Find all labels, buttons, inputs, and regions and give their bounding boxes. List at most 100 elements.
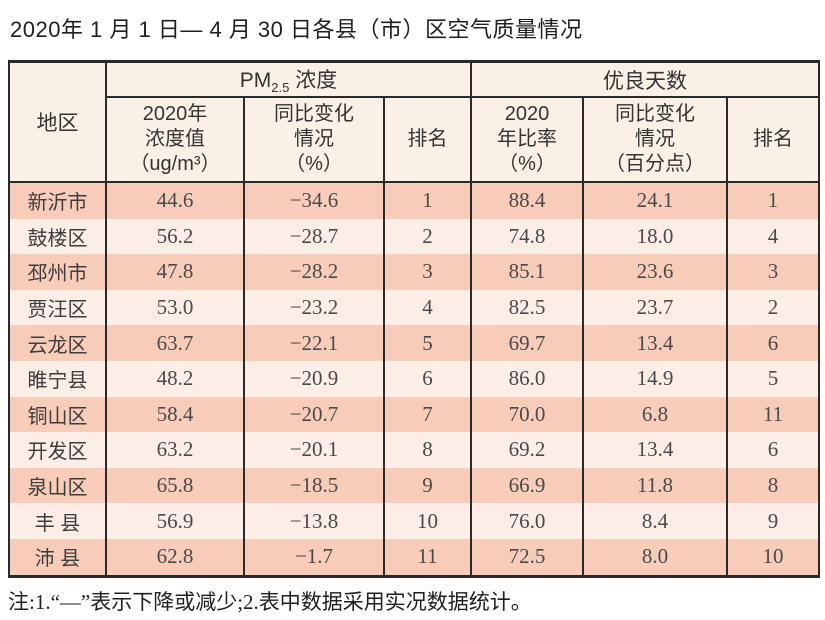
header-pm-rank: 排名 — [383, 97, 472, 183]
good-change-cell: 13.4 — [582, 432, 728, 468]
region-cell: 贾汪区 — [8, 289, 107, 326]
good-rank-cell: 3 — [725, 254, 821, 290]
pm-change-cell: −20.1 — [243, 432, 385, 468]
table-row: 泉山区 65.8 −18.5 9 66.9 11.8 8 — [8, 467, 821, 504]
header-good-days-group: 优良天数 — [469, 61, 821, 98]
good-rank-cell: 11 — [725, 396, 821, 433]
region-cell: 开发区 — [8, 432, 107, 468]
good-change-cell: 24.1 — [582, 182, 728, 219]
header-pm-value: 2020年 浓度值 （ug/m³） — [105, 97, 245, 183]
table-row: 新沂市 44.6 −34.6 1 88.4 24.1 1 — [8, 182, 821, 219]
pm-rank-cell: 9 — [383, 467, 472, 504]
pm-value-cell: 56.9 — [105, 503, 245, 539]
pm-value-cell: 58.4 — [105, 396, 245, 433]
pm-rank-cell: 3 — [383, 254, 472, 290]
pm-value-cell: 53.0 — [105, 289, 245, 326]
header-pm-group: PM2.5 浓度 — [105, 61, 472, 98]
pm-label-subscript: 2.5 — [271, 80, 290, 96]
pm-rank-cell: 8 — [383, 432, 472, 468]
good-change-cell: 23.7 — [582, 289, 728, 326]
good-change-cell: 8.4 — [582, 503, 728, 539]
table-header: 地区 PM2.5 浓度 优良天数 2020年 浓度值 （ug/m³） 同比变化 … — [8, 61, 821, 183]
pm-value-cell: 47.8 — [105, 254, 245, 290]
region-cell: 铜山区 — [8, 396, 107, 433]
pm-rank-cell: 1 — [383, 182, 472, 219]
table-row: 云龙区 63.7 −22.1 5 69.7 13.4 6 — [8, 325, 821, 361]
region-cell: 新沂市 — [8, 182, 107, 219]
table-row: 贾汪区 53.0 −23.2 4 82.5 23.7 2 — [8, 289, 821, 326]
region-cell: 丰 县 — [8, 503, 107, 539]
pm-label-suffix: 浓度 — [289, 68, 338, 92]
good-change-cell: 18.0 — [582, 218, 728, 255]
good-ratio-cell: 74.8 — [470, 218, 584, 255]
pm-label-prefix: PM — [239, 68, 272, 92]
pm-change-cell: −18.5 — [243, 467, 385, 504]
pm-value-cell: 48.2 — [105, 360, 245, 397]
pm-change-cell: −34.6 — [243, 182, 385, 219]
table-row: 睢宁县 48.2 −20.9 6 86.0 14.9 5 — [8, 360, 821, 397]
good-ratio-cell: 69.7 — [470, 325, 584, 361]
table-row: 邳州市 47.8 −28.2 3 85.1 23.6 3 — [8, 254, 821, 290]
good-rank-cell: 5 — [725, 360, 821, 397]
pm-rank-cell: 7 — [383, 396, 472, 433]
table-body: 新沂市 44.6 −34.6 1 88.4 24.1 1 鼓楼区 56.2 −2… — [8, 182, 821, 577]
header-good-change: 同比变化 情况 （百分点） — [582, 97, 728, 183]
pm-change-cell: −22.1 — [243, 325, 385, 361]
good-rank-cell: 10 — [725, 538, 821, 577]
table-row: 沛 县 62.8 −1.7 11 72.5 8.0 10 — [8, 538, 821, 577]
pm-value-cell: 63.7 — [105, 325, 245, 361]
pm-rank-cell: 4 — [383, 289, 472, 326]
region-cell: 睢宁县 — [8, 360, 107, 397]
pm-value-cell: 44.6 — [105, 182, 245, 219]
pm-rank-cell: 6 — [383, 360, 472, 397]
good-change-cell: 23.6 — [582, 254, 728, 290]
pm-value-cell: 62.8 — [105, 538, 245, 577]
good-rank-cell: 4 — [725, 218, 821, 255]
pm-change-cell: −28.7 — [243, 218, 385, 255]
table-row: 铜山区 58.4 −20.7 7 70.0 6.8 11 — [8, 396, 821, 433]
table-row: 丰 县 56.9 −13.8 10 76.0 8.4 9 — [8, 503, 821, 539]
good-change-cell: 13.4 — [582, 325, 728, 361]
header-group-row: 地区 PM2.5 浓度 优良天数 — [8, 61, 821, 183]
good-ratio-cell: 82.5 — [470, 289, 584, 326]
footnote: 注:1.“—”表示下降或减少;2.表中数据采用实况数据统计。 — [8, 590, 532, 614]
pm-change-cell: −28.2 — [243, 254, 385, 290]
header-region: 地区 — [8, 61, 107, 183]
pm-change-cell: −13.8 — [243, 503, 385, 539]
table-row: 鼓楼区 56.2 −28.7 2 74.8 18.0 4 — [8, 218, 821, 255]
good-ratio-cell: 66.9 — [470, 467, 584, 504]
pm-change-cell: −20.9 — [243, 360, 385, 397]
region-cell: 泉山区 — [8, 467, 107, 504]
good-change-cell: 11.8 — [582, 467, 728, 504]
page-title: 2020年 1 月 1 日— 4 月 30 日各县（市）区空气质量情况 — [10, 17, 583, 42]
air-quality-table: 地区 PM2.5 浓度 优良天数 2020年 浓度值 （ug/m³） 同比变化 … — [8, 60, 821, 578]
pm-value-cell: 63.2 — [105, 432, 245, 468]
good-ratio-cell: 88.4 — [470, 182, 584, 219]
good-change-cell: 14.9 — [582, 360, 728, 397]
region-cell: 云龙区 — [8, 325, 107, 361]
good-change-cell: 6.8 — [582, 396, 728, 433]
pm-value-cell: 65.8 — [105, 467, 245, 504]
good-rank-cell: 6 — [725, 325, 821, 361]
pm-rank-cell: 2 — [383, 218, 472, 255]
good-rank-cell: 6 — [725, 432, 821, 468]
table-row: 开发区 63.2 −20.1 8 69.2 13.4 6 — [8, 432, 821, 468]
pm-rank-cell: 5 — [383, 325, 472, 361]
pm-rank-cell: 11 — [383, 538, 472, 577]
good-ratio-cell: 72.5 — [470, 538, 584, 577]
header-sub-row: 2020年 浓度值 （ug/m³） 同比变化 情况 （%） 排名 2020 年比… — [9, 97, 821, 183]
good-ratio-cell: 70.0 — [470, 396, 584, 433]
pm-rank-cell: 10 — [383, 503, 472, 539]
good-change-cell: 8.0 — [582, 538, 728, 577]
good-rank-cell: 9 — [725, 503, 821, 539]
region-cell: 沛 县 — [8, 538, 107, 577]
good-ratio-cell: 69.2 — [470, 432, 584, 468]
good-ratio-cell: 86.0 — [470, 360, 584, 397]
good-rank-cell: 2 — [725, 289, 821, 326]
good-ratio-cell: 85.1 — [470, 254, 584, 290]
header-pm-change: 同比变化 情况 （%） — [243, 97, 385, 183]
header-good-ratio: 2020 年比率 （%） — [470, 97, 584, 183]
pm-change-cell: −23.2 — [243, 289, 385, 326]
good-ratio-cell: 76.0 — [470, 503, 584, 539]
